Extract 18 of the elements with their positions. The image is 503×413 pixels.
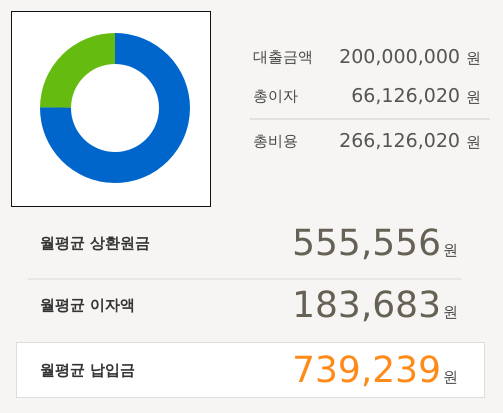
- text: 원: [443, 241, 458, 259]
- text: 원: [466, 49, 481, 67]
- text: 원: [466, 88, 481, 106]
- text: 266,126,020: [339, 130, 460, 152]
- category-label: 월평균 납입금: [40, 361, 136, 379]
- text: 원: [443, 303, 458, 321]
- category-label: 월평균 상환원금: [40, 234, 150, 252]
- text: 555,556: [292, 223, 441, 264]
- text: 원: [443, 368, 458, 386]
- text: 739,239: [292, 350, 441, 391]
- category-label: 총비용: [253, 132, 298, 150]
- text: 200,000,000: [339, 46, 460, 68]
- category-label: 대출금액: [253, 48, 313, 66]
- text: 66,126,020: [351, 85, 460, 107]
- category-label: 월평균 이자액: [40, 296, 136, 314]
- text: 원: [466, 133, 481, 151]
- text: 183,683: [292, 285, 441, 326]
- category-label: 총이자: [253, 87, 298, 105]
